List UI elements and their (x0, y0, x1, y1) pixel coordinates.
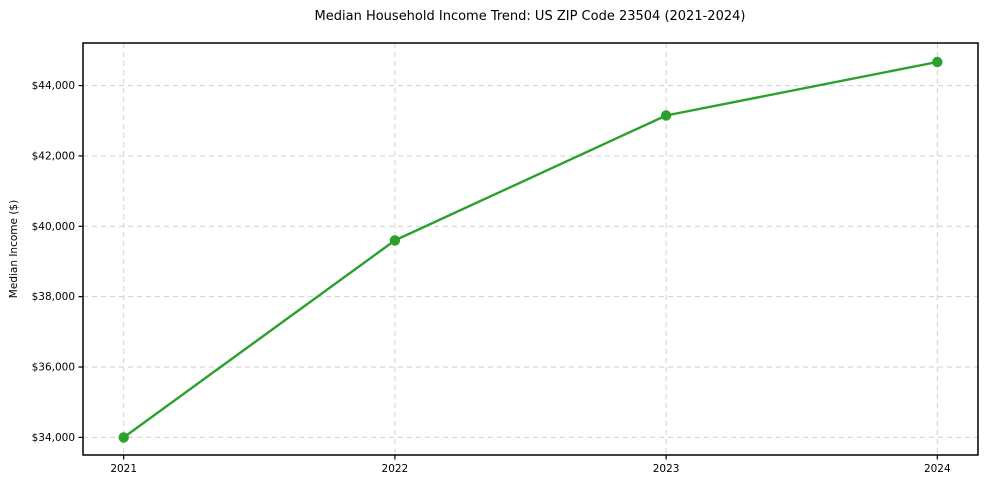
y-tick-label: $34,000 (32, 432, 75, 444)
axis-ticks: $34,000 $36,000 $38,000 $40,000 $42,000 $44,0… (32, 80, 951, 475)
x-tick-label: 2023 (653, 463, 680, 475)
y-tick-label: $36,000 (32, 362, 75, 374)
x-tick-label: 2021 (110, 463, 137, 475)
y-tick-label: $44,000 (32, 80, 75, 92)
x-tick-label: 2022 (382, 463, 409, 475)
y-tick-label: $42,000 (32, 150, 75, 162)
grid-lines (83, 43, 978, 455)
y-tick-label: $40,000 (32, 221, 75, 233)
chart-title: Median Household Income Trend: US ZIP Co… (315, 9, 746, 24)
trend-series (118, 56, 943, 443)
data-point-2021 (118, 432, 129, 443)
data-point-2023 (660, 110, 672, 121)
plot-border (82, 42, 979, 456)
x-tick-label: 2024 (924, 463, 951, 475)
trend-line (122, 60, 938, 439)
y-axis-label: Median Income ($) (8, 200, 20, 298)
data-point-2022 (389, 235, 401, 246)
data-point-2024 (932, 56, 943, 68)
y-tick-label: $38,000 (32, 291, 75, 303)
